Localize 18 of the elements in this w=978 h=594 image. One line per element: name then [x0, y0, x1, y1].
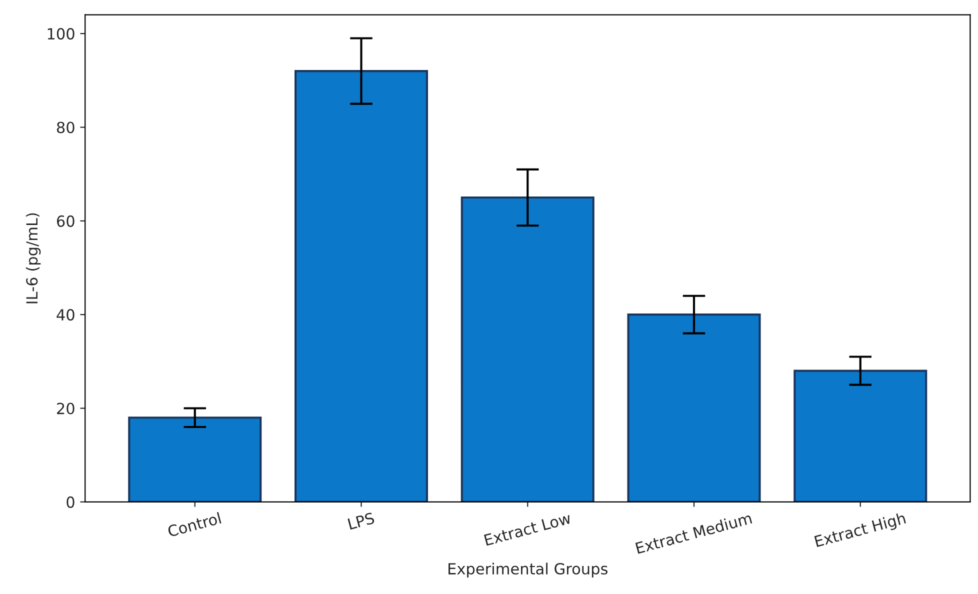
- x-axis-title: Experimental Groups: [448, 562, 608, 578]
- bar: [794, 370, 928, 502]
- y-tick-label: 20: [57, 402, 74, 414]
- x-tick-label: LPS: [348, 512, 375, 530]
- bar: [128, 416, 262, 502]
- x-tick-label: Extract High: [814, 512, 907, 550]
- x-tick-label: Control: [167, 512, 222, 538]
- y-tick-label: 60: [56, 215, 74, 227]
- x-tick-label: Extract Low: [484, 512, 572, 546]
- x-tick-label: Extract Medium: [635, 512, 752, 554]
- y-tick-label: 80: [56, 122, 74, 134]
- y-tick-label: 0: [66, 496, 74, 508]
- bar: [460, 196, 594, 502]
- bar: [627, 314, 761, 502]
- y-tick-label: 100: [48, 28, 74, 40]
- bar: [294, 70, 428, 502]
- y-tick-label: 40: [56, 309, 74, 321]
- y-axis-title: IL-6 (pg/mL): [26, 213, 41, 304]
